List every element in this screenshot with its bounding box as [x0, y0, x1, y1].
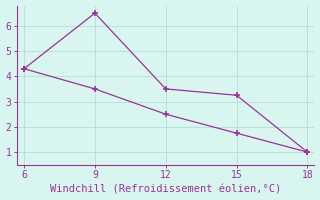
X-axis label: Windchill (Refroidissement éolien,°C): Windchill (Refroidissement éolien,°C): [50, 184, 281, 194]
